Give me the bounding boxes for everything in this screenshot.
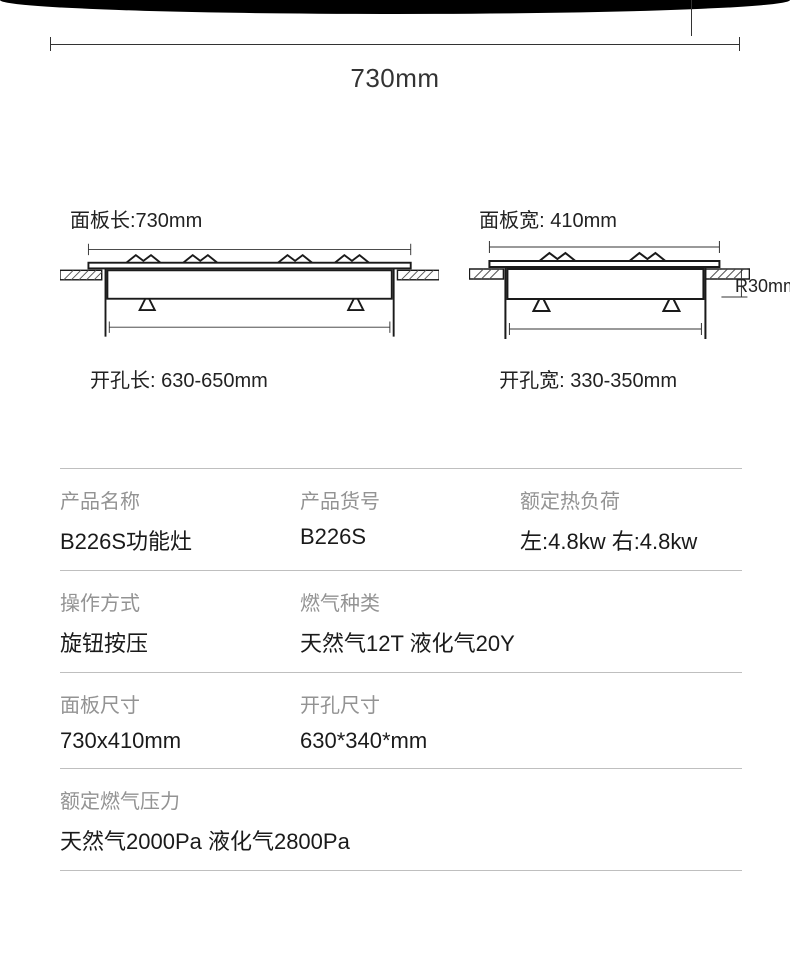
spec-value: B226S功能灶 bbox=[60, 524, 300, 556]
side-section-svg bbox=[469, 239, 750, 349]
panel-width-label: 面板宽: 410mm bbox=[469, 204, 750, 233]
width-dimension-line bbox=[50, 44, 740, 45]
spec-row-2: 操作方式 旋钮按压 燃气种类 天然气12T 液化气20Y bbox=[60, 570, 742, 672]
diagram-side-view: 面板宽: 410mm bbox=[469, 204, 750, 393]
spec-value: B226S bbox=[300, 524, 520, 550]
spec-row-1: 产品名称 B226S功能灶 产品货号 B226S 额定热负荷 左:4.8kw 右… bbox=[60, 468, 742, 570]
spec-operation: 操作方式 旋钮按压 bbox=[60, 587, 300, 658]
width-dimension-label: 730mm bbox=[50, 63, 740, 94]
spec-row-3: 面板尺寸 730x410mm 开孔尺寸 630*340*mm bbox=[60, 672, 742, 768]
spec-label: 开孔尺寸 bbox=[300, 689, 427, 718]
spec-value: 天然气12T 液化气20Y bbox=[300, 626, 515, 658]
spec-cutout-size: 开孔尺寸 630*340*mm bbox=[300, 689, 427, 754]
spec-label: 操作方式 bbox=[60, 587, 300, 616]
diagram-front-view: 面板长:730mm bbox=[60, 204, 439, 393]
spec-gas-type: 燃气种类 天然气12T 液化气20Y bbox=[300, 587, 515, 658]
spec-label: 产品货号 bbox=[300, 485, 520, 514]
top-width-dimension: 730mm bbox=[0, 44, 790, 94]
spec-label: 燃气种类 bbox=[300, 587, 515, 616]
spec-value: 左:4.8kw 右:4.8kw bbox=[520, 524, 697, 556]
spec-heat-load: 额定热负荷 左:4.8kw 右:4.8kw bbox=[520, 485, 697, 556]
spec-label: 额定热负荷 bbox=[520, 485, 697, 514]
cutout-length-label: 开孔长: 630-650mm bbox=[60, 364, 439, 393]
spec-table: 产品名称 B226S功能灶 产品货号 B226S 额定热负荷 左:4.8kw 右… bbox=[0, 468, 790, 871]
cross-section-diagrams: 面板长:730mm bbox=[0, 204, 790, 393]
product-top-edge bbox=[0, 0, 790, 14]
spec-value: 730x410mm bbox=[60, 728, 300, 754]
spec-value: 旋钮按压 bbox=[60, 626, 300, 658]
front-section-svg bbox=[60, 239, 439, 349]
spec-product-name: 产品名称 B226S功能灶 bbox=[60, 485, 300, 556]
panel-length-label: 面板长:730mm bbox=[60, 204, 439, 233]
spec-value: 天然气2000Pa 液化气2800Pa bbox=[60, 824, 350, 856]
spec-gas-pressure: 额定燃气压力 天然气2000Pa 液化气2800Pa bbox=[60, 785, 350, 856]
top-dimension-tick bbox=[691, 0, 692, 36]
spec-label: 产品名称 bbox=[60, 485, 300, 514]
spec-label: 面板尺寸 bbox=[60, 689, 300, 718]
cutout-width-label: 开孔宽: 330-350mm bbox=[469, 364, 750, 393]
spec-product-code: 产品货号 B226S bbox=[300, 485, 520, 556]
spec-row-4: 额定燃气压力 天然气2000Pa 液化气2800Pa bbox=[60, 768, 742, 871]
spec-panel-size: 面板尺寸 730x410mm bbox=[60, 689, 300, 754]
spec-label: 额定燃气压力 bbox=[60, 785, 350, 814]
spec-value: 630*340*mm bbox=[300, 728, 427, 754]
corner-radius-label: R30mm bbox=[735, 276, 790, 297]
